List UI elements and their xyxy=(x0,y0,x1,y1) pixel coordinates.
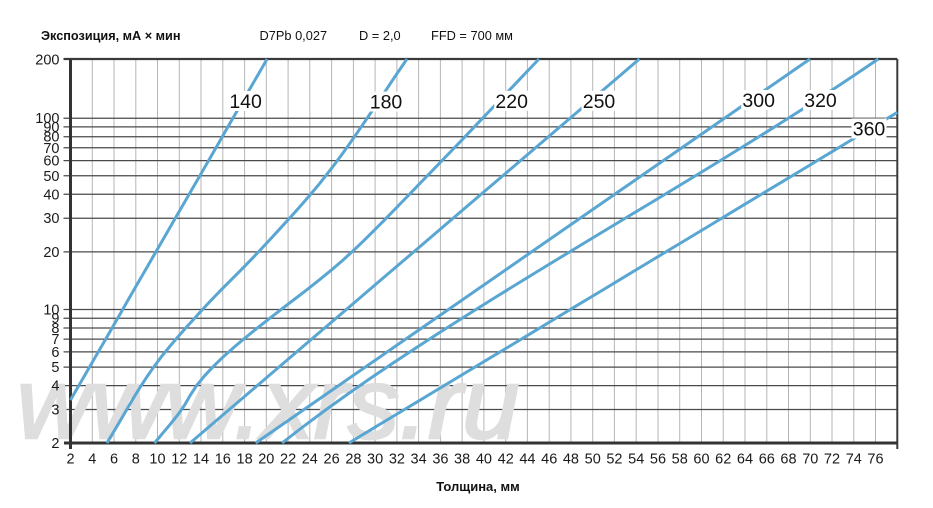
svg-text:58: 58 xyxy=(672,452,688,468)
svg-text:70: 70 xyxy=(43,141,59,157)
svg-text:100: 100 xyxy=(35,111,59,127)
svg-text:7: 7 xyxy=(51,332,59,348)
svg-text:90: 90 xyxy=(43,120,59,136)
svg-text:6: 6 xyxy=(51,345,59,361)
svg-text:64: 64 xyxy=(737,452,753,468)
svg-text:60: 60 xyxy=(43,154,59,170)
svg-text:9: 9 xyxy=(51,311,59,327)
svg-text:4: 4 xyxy=(88,452,96,468)
svg-text:56: 56 xyxy=(650,452,666,468)
svg-text:52: 52 xyxy=(606,452,622,468)
svg-text:4: 4 xyxy=(51,379,59,395)
svg-text:180: 180 xyxy=(370,92,403,114)
svg-text:FFD = 700 мм: FFD = 700 мм xyxy=(431,28,513,43)
svg-text:38: 38 xyxy=(454,452,470,468)
svg-text:8: 8 xyxy=(132,452,140,468)
svg-text:44: 44 xyxy=(519,452,535,468)
svg-text:54: 54 xyxy=(628,452,644,468)
svg-text:Толщина, мм: Толщина, мм xyxy=(436,479,520,494)
svg-text:16: 16 xyxy=(215,452,231,468)
svg-text:22: 22 xyxy=(280,452,296,468)
svg-text:28: 28 xyxy=(345,452,361,468)
svg-text:20: 20 xyxy=(43,245,59,261)
svg-text:2: 2 xyxy=(66,452,74,468)
svg-text:70: 70 xyxy=(802,452,818,468)
svg-text:24: 24 xyxy=(302,452,318,468)
svg-text:40: 40 xyxy=(43,187,59,203)
svg-text:30: 30 xyxy=(43,211,59,227)
svg-text:30: 30 xyxy=(367,452,383,468)
svg-text:68: 68 xyxy=(780,452,796,468)
svg-text:76: 76 xyxy=(867,452,883,468)
svg-text:Экспозиция, мА × мин: Экспозиция, мА × мин xyxy=(41,29,181,43)
svg-text:320: 320 xyxy=(804,90,837,112)
svg-text:12: 12 xyxy=(171,452,187,468)
svg-text:72: 72 xyxy=(824,452,840,468)
svg-text:74: 74 xyxy=(846,452,862,468)
svg-text:40: 40 xyxy=(476,452,492,468)
svg-text:26: 26 xyxy=(324,452,340,468)
svg-text:34: 34 xyxy=(411,452,427,468)
svg-text:62: 62 xyxy=(715,452,731,468)
svg-text:10: 10 xyxy=(43,303,59,319)
svg-text:300: 300 xyxy=(742,90,775,112)
svg-text:D7Pb 0,027: D7Pb 0,027 xyxy=(260,28,328,43)
svg-text:66: 66 xyxy=(759,452,775,468)
svg-text:D = 2,0: D = 2,0 xyxy=(359,28,401,43)
svg-text:250: 250 xyxy=(583,91,616,113)
svg-text:60: 60 xyxy=(693,452,709,468)
svg-text:220: 220 xyxy=(495,91,528,113)
svg-text:36: 36 xyxy=(432,452,448,468)
svg-text:42: 42 xyxy=(498,452,514,468)
svg-text:140: 140 xyxy=(229,91,262,113)
svg-text:2: 2 xyxy=(51,436,59,452)
svg-text:46: 46 xyxy=(541,452,557,468)
svg-text:48: 48 xyxy=(563,452,579,468)
svg-text:14: 14 xyxy=(193,452,209,468)
svg-text:6: 6 xyxy=(110,452,118,468)
svg-text:360: 360 xyxy=(853,119,886,141)
svg-text:18: 18 xyxy=(237,452,253,468)
svg-text:32: 32 xyxy=(389,452,405,468)
svg-text:5: 5 xyxy=(51,360,59,376)
svg-text:200: 200 xyxy=(35,52,59,68)
svg-text:20: 20 xyxy=(258,452,274,468)
svg-text:8: 8 xyxy=(51,321,59,337)
svg-text:80: 80 xyxy=(43,130,59,146)
svg-text:50: 50 xyxy=(585,452,601,468)
svg-text:10: 10 xyxy=(149,452,165,468)
svg-text:50: 50 xyxy=(43,169,59,185)
svg-text:3: 3 xyxy=(51,403,59,419)
